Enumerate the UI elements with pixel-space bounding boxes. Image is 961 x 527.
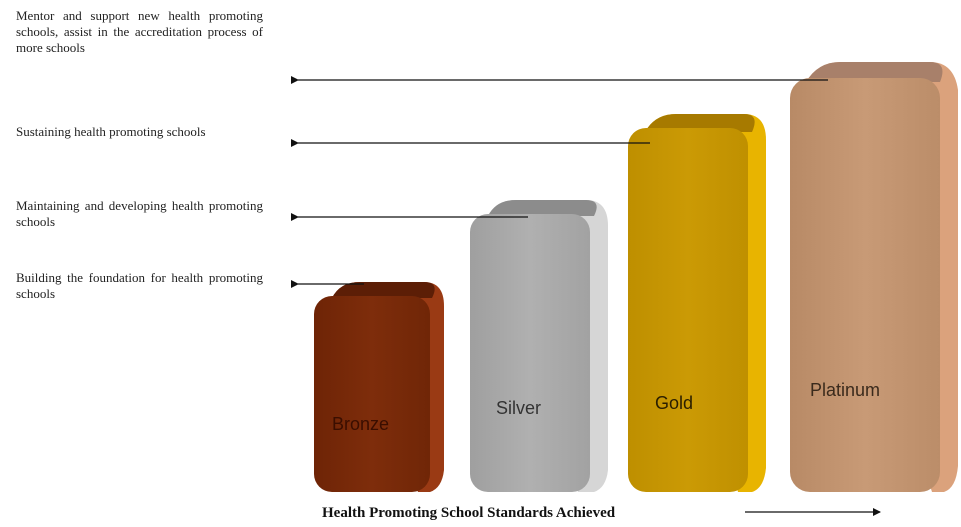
bar-label-bronze: Bronze [332,414,390,434]
bar-label-gold: Gold [655,393,694,413]
bar-label-silver: Silver [496,398,542,418]
bar-bronze [314,282,444,492]
bar-gold [628,114,766,492]
axis-title: Health Promoting School Standards Achiev… [322,505,616,521]
bar-platinum [790,62,958,492]
bar-label-platinum: Platinum [810,380,881,400]
description-silver: Maintaining and developing health promot… [16,198,263,229]
description-platinum: Mentor and support new health promoting … [16,8,263,55]
description-gold: Sustaining health promoting schools [16,124,206,139]
bar-silver [470,200,608,492]
description-bronze: Building the foundation for health promo… [16,270,263,301]
